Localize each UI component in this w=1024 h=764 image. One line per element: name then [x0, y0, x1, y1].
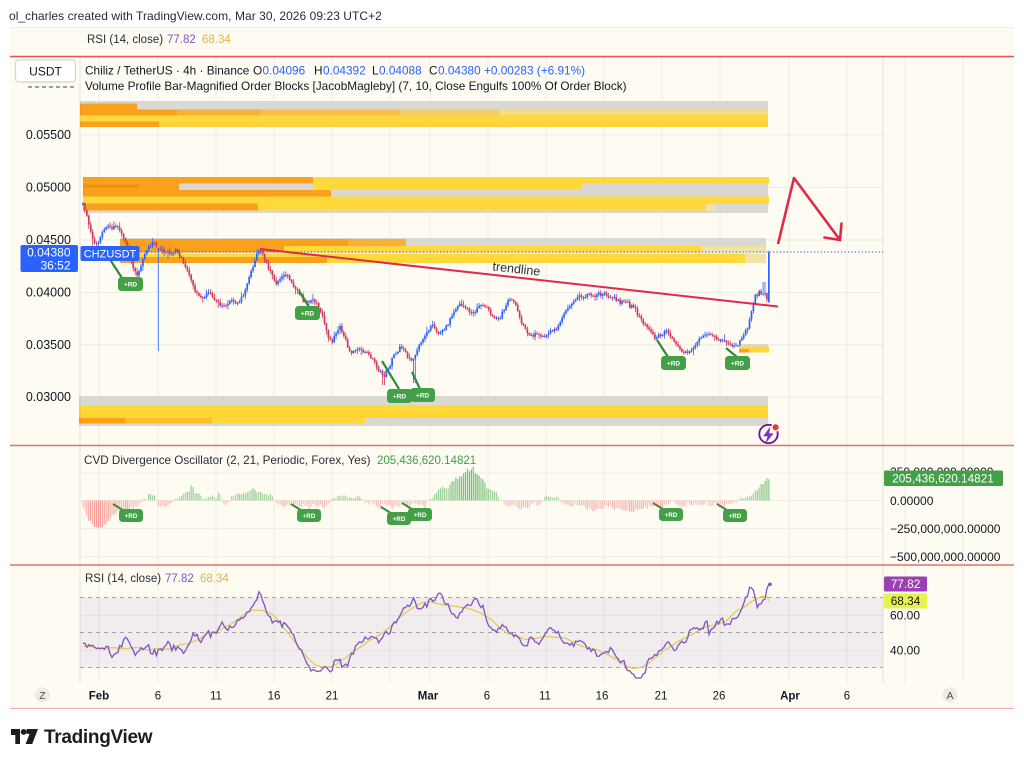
svg-text:+RD: +RD — [301, 310, 314, 317]
svg-text:11: 11 — [210, 691, 222, 703]
svg-text:77.82: 77.82 — [165, 573, 194, 585]
svg-text:+RD: +RD — [665, 512, 678, 519]
svg-text:205,436,620.14821: 205,436,620.14821 — [377, 455, 476, 467]
svg-text:+RD: +RD — [416, 392, 429, 399]
svg-text:−250,000,000.00000: −250,000,000.00000 — [890, 522, 1001, 536]
svg-text:6: 6 — [844, 691, 850, 703]
svg-text:0.05000: 0.05000 — [26, 181, 71, 195]
svg-text:0.05500: 0.05500 — [26, 128, 71, 142]
svg-text:0.04096: 0.04096 — [263, 64, 306, 78]
svg-text:0.00000: 0.00000 — [890, 494, 934, 508]
svg-text:60.00: 60.00 — [890, 609, 920, 623]
svg-text:205,436,620.14821: 205,436,620.14821 — [892, 472, 994, 486]
svg-text:0.04000: 0.04000 — [26, 285, 71, 299]
svg-text:11: 11 — [539, 691, 551, 703]
svg-text:Chiliz / TetherUS · 4h · Binan: Chiliz / TetherUS · 4h · Binance — [85, 64, 250, 78]
svg-text:68.34: 68.34 — [202, 34, 231, 46]
svg-text:+RD: +RD — [731, 360, 744, 367]
svg-text:+RD: +RD — [393, 393, 406, 400]
svg-text:Z: Z — [39, 690, 46, 702]
svg-text:+RD: +RD — [667, 360, 680, 367]
svg-text:Mar: Mar — [418, 691, 439, 703]
svg-text:CHZUSDT: CHZUSDT — [84, 248, 137, 260]
svg-text:0.04392: 0.04392 — [323, 64, 366, 78]
svg-text:A: A — [946, 690, 953, 702]
svg-text:+RD: +RD — [729, 513, 742, 520]
svg-text:CVD Divergence Oscillator (2,: CVD Divergence Oscillator (2, 21, Period… — [84, 454, 371, 467]
svg-text:6: 6 — [484, 691, 490, 703]
svg-text:+RD: +RD — [124, 281, 137, 288]
svg-text:−500,000,000.00000: −500,000,000.00000 — [890, 550, 1001, 564]
svg-text:36:52: 36:52 — [40, 259, 70, 273]
svg-text:+RD: +RD — [414, 512, 427, 519]
svg-text:RSI (14, close): RSI (14, close) — [87, 34, 163, 46]
svg-text:0.04088: 0.04088 — [379, 64, 422, 78]
svg-text:O: O — [253, 64, 262, 78]
svg-text:21: 21 — [655, 691, 668, 703]
svg-text:68.34: 68.34 — [891, 594, 921, 608]
svg-text:Apr: Apr — [780, 691, 800, 703]
svg-text:0.03500: 0.03500 — [26, 338, 71, 352]
svg-text:68.34: 68.34 — [200, 573, 229, 585]
svg-text:Volume Profile Bar-Magnified O: Volume Profile Bar-Magnified Order Block… — [85, 79, 627, 93]
svg-text:USDT: USDT — [29, 65, 62, 79]
svg-text:6: 6 — [155, 691, 161, 703]
svg-text:RSI (14, close): RSI (14, close) — [85, 573, 161, 585]
svg-text:0.03000: 0.03000 — [26, 390, 71, 404]
svg-text:trendline: trendline — [492, 259, 541, 278]
svg-text:+0.00283 (+6.91%): +0.00283 (+6.91%) — [484, 64, 585, 78]
svg-text:0.04380: 0.04380 — [27, 246, 71, 260]
svg-text:0.04500: 0.04500 — [26, 233, 71, 247]
svg-text:16: 16 — [268, 691, 281, 703]
svg-text:77.82: 77.82 — [167, 34, 196, 46]
svg-text:0.04380: 0.04380 — [438, 64, 481, 78]
svg-text:+RD: +RD — [303, 513, 316, 520]
svg-text:16: 16 — [596, 691, 609, 703]
svg-text:C: C — [429, 64, 438, 78]
svg-text:40.00: 40.00 — [890, 644, 920, 658]
svg-text:77.82: 77.82 — [891, 577, 921, 591]
svg-text:Feb: Feb — [89, 691, 109, 703]
svg-text:H: H — [314, 64, 323, 78]
svg-text:21: 21 — [326, 691, 339, 703]
svg-text:26: 26 — [713, 691, 726, 703]
svg-text:+RD: +RD — [393, 516, 406, 523]
svg-text:L: L — [372, 64, 379, 78]
svg-text:+RD: +RD — [125, 513, 138, 520]
